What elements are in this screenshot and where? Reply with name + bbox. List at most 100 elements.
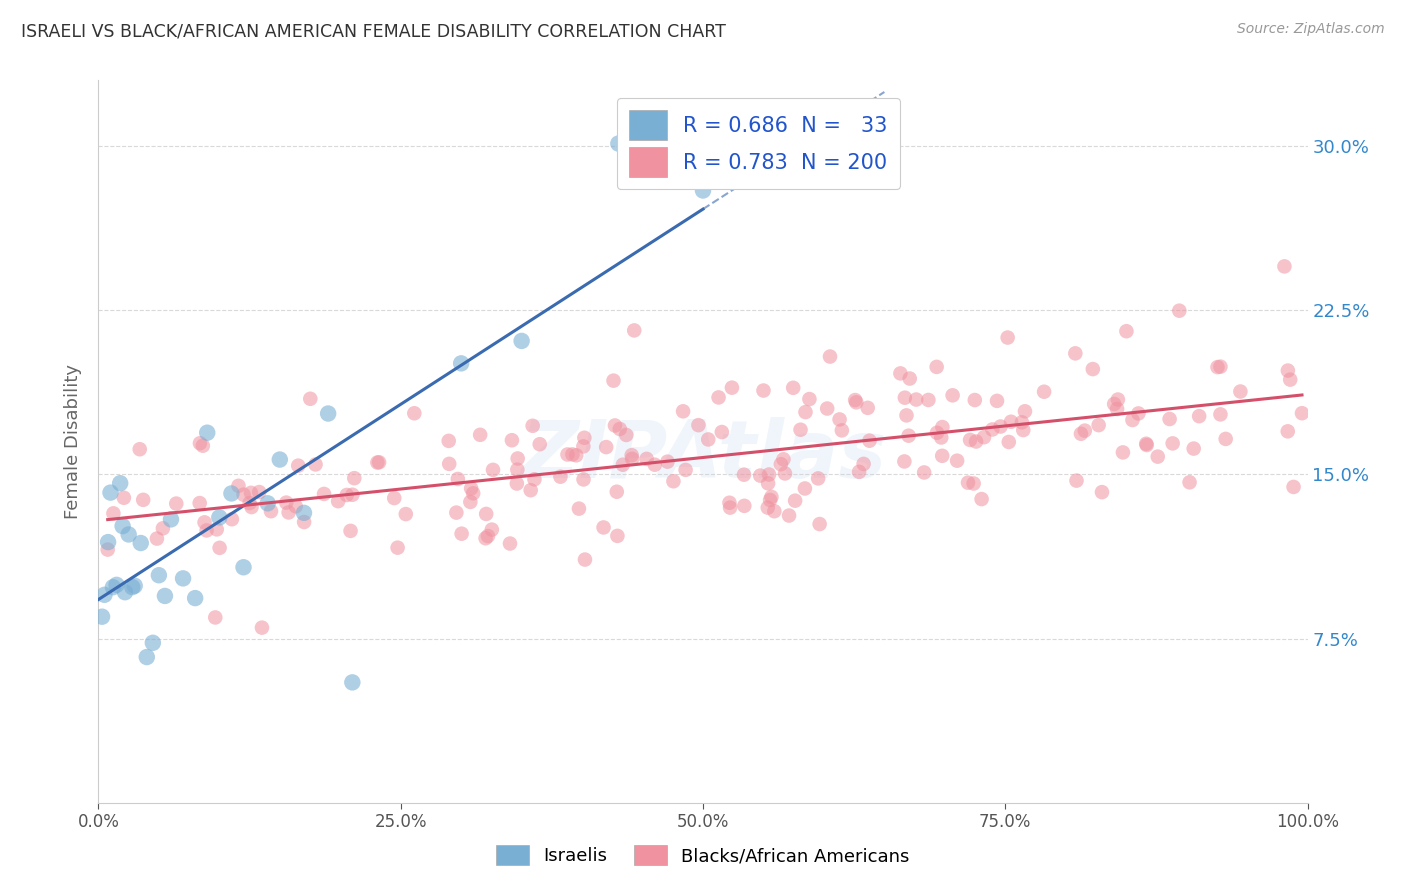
Point <box>195 524 218 538</box>
Point <box>276 495 298 509</box>
Point <box>609 422 631 436</box>
Point <box>304 458 326 472</box>
Point <box>510 334 533 348</box>
Point <box>482 463 505 477</box>
Point <box>247 485 270 500</box>
Point <box>782 381 804 395</box>
Point <box>925 359 948 374</box>
Point <box>893 454 915 468</box>
Point <box>1161 436 1184 450</box>
Y-axis label: Female Disability: Female Disability <box>65 364 83 519</box>
Point <box>749 468 772 483</box>
Point <box>1081 362 1104 376</box>
Point <box>688 418 710 433</box>
Point <box>204 610 226 624</box>
Point <box>221 512 243 526</box>
Point <box>990 419 1012 434</box>
Point <box>463 486 485 500</box>
Point <box>672 404 695 418</box>
Point <box>603 418 626 433</box>
Point <box>828 412 851 426</box>
Point <box>894 391 917 405</box>
Text: Source: ZipAtlas.com: Source: ZipAtlas.com <box>1237 22 1385 37</box>
Point <box>260 504 283 518</box>
Point <box>160 512 183 526</box>
Point <box>129 536 152 550</box>
Point <box>970 492 993 507</box>
Point <box>121 580 143 594</box>
Point <box>769 457 792 471</box>
Text: ISRAELI VS BLACK/AFRICAN AMERICAN FEMALE DISABILITY CORRELATION CHART: ISRAELI VS BLACK/AFRICAN AMERICAN FEMALE… <box>21 22 725 40</box>
Point <box>973 430 995 444</box>
Point <box>623 323 645 337</box>
Point <box>1277 363 1299 377</box>
Point <box>172 571 194 585</box>
Text: ZIPAtlas: ZIPAtlas <box>520 417 886 495</box>
Point <box>499 536 522 550</box>
Point <box>620 448 643 462</box>
Point <box>446 506 468 520</box>
Point <box>523 472 546 486</box>
Point <box>128 442 150 457</box>
Point <box>277 505 299 519</box>
Point <box>931 420 953 434</box>
Point <box>929 430 952 444</box>
Point <box>114 585 136 599</box>
Point <box>1209 408 1232 422</box>
Point <box>1135 436 1157 450</box>
Point <box>607 136 630 151</box>
Point <box>103 507 125 521</box>
Point <box>1011 415 1033 429</box>
Point <box>165 497 187 511</box>
Point <box>905 392 928 407</box>
Point <box>146 532 169 546</box>
Point <box>474 531 496 545</box>
Point <box>657 455 679 469</box>
Point <box>858 434 880 448</box>
Point <box>506 463 529 477</box>
Point <box>529 437 551 451</box>
Point <box>606 529 628 543</box>
Point <box>896 409 918 423</box>
Point <box>1279 373 1302 387</box>
Point <box>785 493 807 508</box>
Point <box>773 467 796 481</box>
Point <box>574 552 596 566</box>
Point <box>339 524 361 538</box>
Point <box>778 508 800 523</box>
Point <box>316 407 339 421</box>
Point <box>101 580 124 594</box>
Point <box>568 501 591 516</box>
Point <box>1188 409 1211 424</box>
Point <box>981 422 1004 436</box>
Point <box>636 451 658 466</box>
Point <box>1206 360 1229 375</box>
Point <box>195 425 218 440</box>
Point <box>889 367 911 381</box>
Point <box>793 482 815 496</box>
Point <box>644 458 666 472</box>
Point <box>342 488 364 502</box>
Point <box>595 440 617 454</box>
Point <box>808 517 831 532</box>
Point <box>856 401 879 415</box>
Point <box>108 476 131 491</box>
Point <box>240 500 263 514</box>
Point <box>898 371 921 385</box>
Point <box>437 434 460 448</box>
Point <box>602 374 624 388</box>
Point <box>707 391 730 405</box>
Point <box>614 428 637 442</box>
Point <box>368 455 391 469</box>
Point <box>312 487 335 501</box>
Point <box>326 494 349 508</box>
Point <box>561 447 583 461</box>
Point <box>565 448 588 462</box>
Point <box>815 401 838 416</box>
Legend: Israelis, Blacks/African Americans: Israelis, Blacks/African Americans <box>489 838 917 872</box>
Point <box>761 490 783 504</box>
Point <box>852 457 875 471</box>
Point <box>148 568 170 582</box>
Point <box>208 541 231 555</box>
Point <box>789 423 811 437</box>
